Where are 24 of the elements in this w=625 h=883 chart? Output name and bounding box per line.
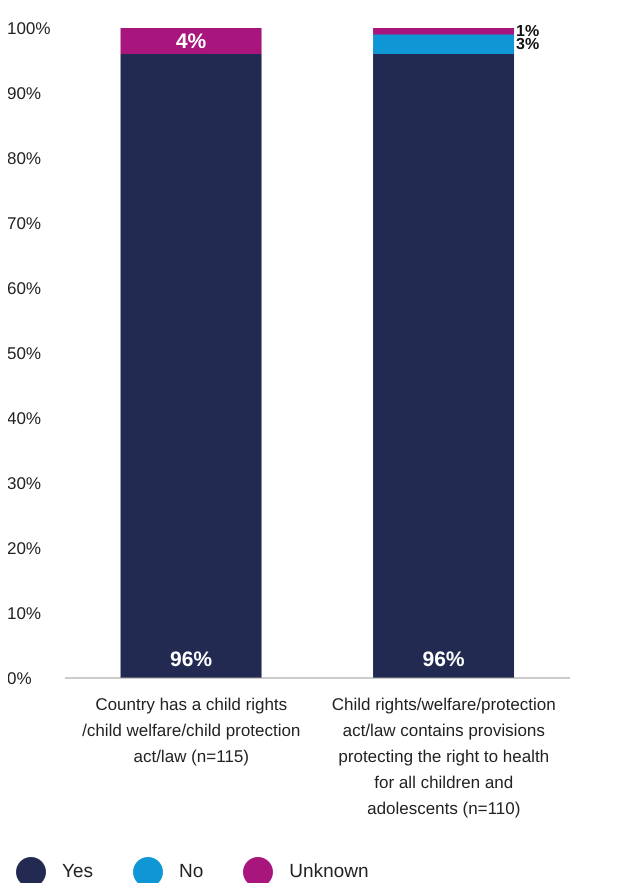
data-label: 96% <box>422 648 465 671</box>
legend-label: Unknown <box>289 861 369 883</box>
y-tick-label: 60% <box>7 279 42 298</box>
y-tick-label: 70% <box>7 214 42 234</box>
data-label: 3% <box>516 36 540 53</box>
bar <box>373 54 514 678</box>
x-tick-label: Child rights/welfare/protection act/law contains provisions protecting the right to health for all children and adolescents (n=110) <box>332 695 556 818</box>
data-label: 4% <box>176 30 207 53</box>
y-tick-label: 20% <box>7 539 42 558</box>
bar <box>373 34 514 54</box>
y-tick-label: 0% <box>7 669 32 688</box>
bar <box>120 54 262 678</box>
bar <box>120 28 262 54</box>
legend-label: Yes <box>62 861 93 883</box>
y-tick-label: 80% <box>7 149 42 168</box>
y-tick-label: 30% <box>7 474 42 494</box>
y-tick-label: 10% <box>7 604 42 624</box>
legend-label: No <box>179 861 204 883</box>
y-tick-label: 50% <box>7 344 42 364</box>
data-label: 96% <box>170 648 212 671</box>
y-tick-label: 100% <box>7 19 50 38</box>
y-tick-label: 90% <box>7 84 42 104</box>
x-tick-label: Country has a child rights /child welfare/child protection act/law (n=115) <box>82 695 300 766</box>
bar <box>373 28 514 34</box>
